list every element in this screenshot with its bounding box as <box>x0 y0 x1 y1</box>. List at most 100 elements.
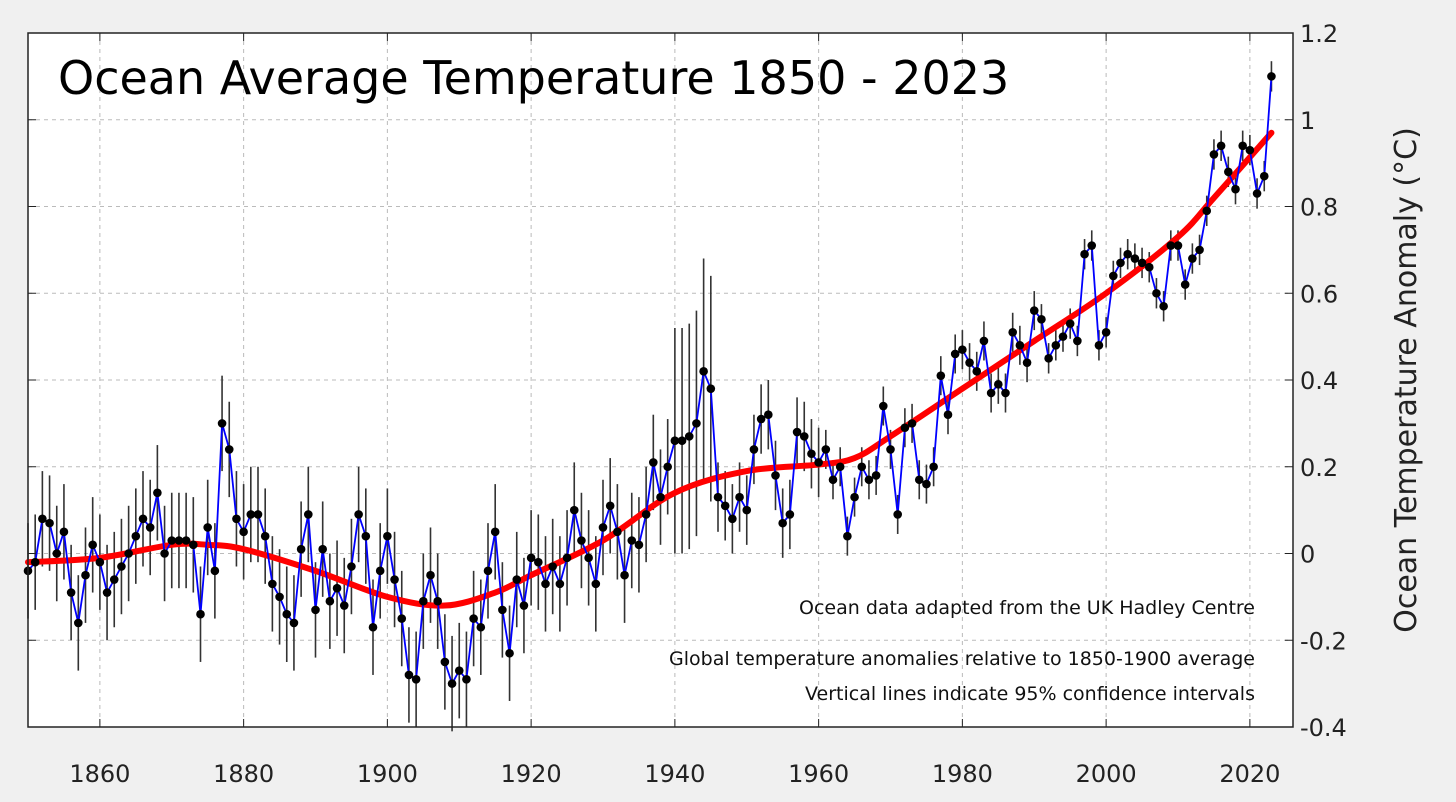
data-point <box>74 618 83 628</box>
data-point <box>433 596 442 606</box>
data-point <box>656 492 665 502</box>
data-point <box>907 419 917 428</box>
data-point <box>347 562 356 571</box>
data-point <box>684 432 694 441</box>
data-point <box>1267 72 1276 81</box>
data-point <box>81 570 90 580</box>
annotation-ci: Vertical lines indicate 95% confidence i… <box>805 683 1255 705</box>
data-point <box>1008 327 1017 337</box>
data-point <box>605 501 615 511</box>
data-point <box>217 419 227 428</box>
data-point <box>526 553 536 563</box>
data-point <box>318 544 327 554</box>
data-point <box>145 523 155 532</box>
data-point <box>1116 258 1125 268</box>
data-point <box>950 349 960 359</box>
annotation-source: Ocean data adapted from the UK Hadley Ce… <box>799 597 1255 619</box>
data-point <box>95 557 105 567</box>
data-point <box>1202 206 1212 216</box>
data-point <box>483 566 493 576</box>
data-point <box>52 549 62 558</box>
data-point <box>735 492 744 502</box>
data-point <box>742 505 752 515</box>
data-point <box>814 458 823 467</box>
data-point <box>426 570 435 580</box>
data-point <box>332 583 342 593</box>
data-point <box>900 423 910 433</box>
data-point <box>390 575 399 584</box>
data-point <box>756 414 766 424</box>
data-point <box>641 510 651 519</box>
data-point <box>304 510 313 519</box>
data-point <box>102 588 112 597</box>
data-point <box>296 544 306 554</box>
data-point <box>339 601 349 610</box>
data-point <box>138 514 148 524</box>
data-point <box>505 648 514 658</box>
x-tick-label: 1920 <box>501 760 562 788</box>
data-point <box>627 536 637 545</box>
data-point <box>361 531 371 541</box>
x-tick-label: 1880 <box>213 760 274 788</box>
data-point <box>124 549 133 558</box>
y-tick-label: 0.8 <box>1300 194 1338 222</box>
data-point <box>1195 245 1204 255</box>
data-point <box>706 384 716 393</box>
data-point <box>253 510 263 519</box>
data-point <box>1058 332 1068 341</box>
data-point <box>117 562 126 571</box>
data-point <box>613 527 622 537</box>
data-point <box>569 505 579 515</box>
data-point <box>986 388 996 398</box>
data-point <box>1051 341 1061 350</box>
data-point <box>1259 171 1269 181</box>
data-point <box>792 427 802 437</box>
x-tick-label: 1860 <box>69 760 130 788</box>
data-point <box>246 510 256 519</box>
data-point <box>1209 150 1219 159</box>
data-point <box>490 527 500 537</box>
data-point <box>59 527 69 537</box>
x-tick-label: 1960 <box>788 760 849 788</box>
data-point <box>692 419 701 428</box>
data-point <box>749 445 759 454</box>
data-point <box>260 531 270 541</box>
data-point <box>282 609 292 619</box>
data-point <box>1029 306 1039 315</box>
data-point <box>454 666 464 675</box>
y-tick-label: 0.4 <box>1300 367 1338 395</box>
y-tick-label: 0.6 <box>1300 280 1338 308</box>
data-point <box>1137 258 1147 268</box>
data-point <box>88 540 97 550</box>
data-point <box>1065 319 1075 328</box>
data-point <box>886 445 895 454</box>
data-point <box>1188 254 1197 263</box>
data-point <box>383 531 392 541</box>
data-point <box>203 523 212 532</box>
data-point <box>368 622 378 632</box>
y-axis-label: Ocean Temperature Anomaly (°C) <box>1389 127 1424 633</box>
data-point <box>210 566 220 576</box>
data-point <box>835 462 845 472</box>
data-point <box>1037 314 1046 324</box>
data-point <box>239 527 248 537</box>
data-point <box>764 410 773 420</box>
data-point <box>1152 288 1161 298</box>
data-point <box>843 531 852 541</box>
data-point <box>677 436 687 446</box>
data-point <box>1022 358 1032 367</box>
data-point <box>1252 189 1262 198</box>
data-point <box>1044 354 1053 363</box>
y-tick-label: 1.2 <box>1300 20 1338 48</box>
data-point <box>66 588 76 597</box>
data-point <box>268 579 277 589</box>
x-tick-label: 1900 <box>357 760 418 788</box>
data-point <box>30 557 40 567</box>
data-point <box>1123 249 1132 259</box>
data-point <box>498 605 507 615</box>
data-point <box>131 531 141 541</box>
data-point <box>1166 241 1176 250</box>
data-point <box>440 657 450 667</box>
data-point <box>699 367 708 376</box>
